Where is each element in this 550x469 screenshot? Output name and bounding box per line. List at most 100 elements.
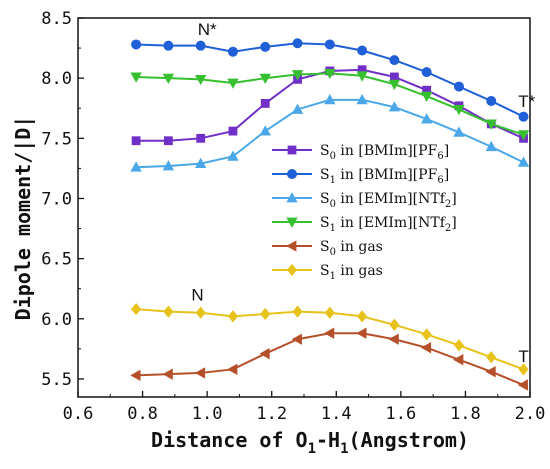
data-point-triangle-left <box>286 240 297 252</box>
curve-annotation: N <box>191 286 203 305</box>
data-point-triangle-down <box>259 73 271 84</box>
data-point-diamond <box>286 263 298 277</box>
data-point-triangle-down <box>162 73 175 84</box>
curve-annotation: N* <box>198 20 217 39</box>
data-point-circle <box>389 55 400 66</box>
x-tick-label: 1.0 <box>192 404 223 424</box>
x-axis-label-sub1: 1 <box>308 441 316 457</box>
data-point-triangle-down <box>517 130 530 141</box>
annotation-layer: N* T* N T <box>191 20 535 366</box>
data-point-diamond <box>227 310 238 323</box>
data-point-triangle-up <box>356 93 368 105</box>
legend-item: S0 in gas <box>272 239 383 258</box>
data-point-diamond <box>260 307 271 321</box>
series-4 <box>130 327 528 391</box>
series-3 <box>130 68 530 141</box>
series-line <box>136 332 524 386</box>
data-point-diamond <box>518 363 529 376</box>
data-point-triangle-up <box>324 93 336 105</box>
y-tick-label: 8.0 <box>41 69 72 89</box>
legend-label: S1 in [EMIm][NTf2] <box>320 215 457 234</box>
y-tick-label: 6.0 <box>41 310 72 330</box>
x-axis-label: Distance of O1-H1(Angstrom) <box>151 428 469 457</box>
data-point-diamond <box>131 303 142 316</box>
legend-label: S1 in [BMIm][PF6] <box>320 167 449 186</box>
data-point-triangle-up <box>286 192 298 203</box>
data-point-triangle-up <box>259 125 271 136</box>
legend-item: S1 in [EMIm][NTf2] <box>272 215 457 234</box>
data-point-triangle-left <box>517 379 528 391</box>
x-tick-label: 1.8 <box>450 404 481 424</box>
series-5 <box>131 303 529 376</box>
data-point-triangle-up <box>162 160 175 171</box>
data-point-triangle-down <box>356 71 368 82</box>
data-point-square <box>287 145 297 155</box>
data-point-triangle-left <box>162 368 173 380</box>
data-point-triangle-up <box>453 126 465 137</box>
data-point-diamond <box>421 328 432 341</box>
legend-item: S0 in [BMIm][PF6] <box>272 143 449 162</box>
data-point-triangle-left <box>388 333 399 345</box>
data-point-triangle-down <box>195 74 207 86</box>
data-point-triangle-down <box>324 68 336 80</box>
data-point-triangle-up <box>517 156 530 167</box>
data-point-circle <box>195 40 206 51</box>
data-point-triangle-down <box>291 70 304 81</box>
y-tick-label: 6.5 <box>41 250 72 270</box>
y-tick-label: 8.5 <box>41 9 72 29</box>
data-point-square <box>260 99 270 108</box>
data-point-diamond <box>486 351 497 364</box>
data-point-circle <box>421 67 432 78</box>
y-tick-label: 7.5 <box>41 129 72 149</box>
data-point-square <box>196 133 206 143</box>
series-line <box>136 68 524 142</box>
x-tick-label: 0.8 <box>127 404 158 424</box>
data-point-triangle-up <box>291 103 304 114</box>
series-layer <box>130 38 530 391</box>
data-point-circle <box>260 41 271 52</box>
x-axis-label-sub2: 1 <box>340 441 348 457</box>
data-point-triangle-down <box>453 105 465 116</box>
data-point-circle <box>131 39 142 50</box>
data-point-triangle-down <box>227 78 239 89</box>
x-axis-label-main: Distance of O <box>151 428 308 452</box>
data-point-square <box>228 126 238 136</box>
y-tick-label: 5.5 <box>41 370 72 390</box>
data-point-triangle-left <box>356 327 367 339</box>
data-point-circle <box>227 46 238 57</box>
x-axis-label-tail: (Angstrom) <box>349 428 469 452</box>
legend-label: S0 in [EMIm][NTf2] <box>320 191 457 210</box>
legend-item: S0 in [EMIm][NTf2] <box>272 191 457 210</box>
curve-annotation: T <box>518 347 528 366</box>
x-tick-label: 1.2 <box>256 404 287 424</box>
data-point-triangle-left <box>227 363 238 376</box>
data-point-circle <box>486 96 497 107</box>
data-point-circle <box>357 45 368 56</box>
legend: S0 in [BMIm][PF6] S1 in [BMIm][PF6] S0 in … <box>272 143 457 282</box>
x-tick-label: 1.6 <box>385 404 416 424</box>
data-point-triangle-up <box>421 113 433 124</box>
data-point-triangle-left <box>291 333 302 345</box>
legend-label: S1 in gas <box>320 263 383 282</box>
series-2 <box>130 93 530 172</box>
y-axis-label: Dipole moment/|D| <box>11 116 35 321</box>
legend-label: S0 in gas <box>320 239 383 258</box>
legend-item: S1 in gas <box>272 263 383 282</box>
data-point-triangle-left <box>420 341 432 354</box>
data-point-circle <box>292 38 303 49</box>
data-point-triangle-up <box>388 101 401 112</box>
data-point-diamond <box>292 305 303 318</box>
data-point-triangle-left <box>324 327 335 339</box>
data-point-triangle-left <box>194 367 206 379</box>
data-point-diamond <box>357 310 368 323</box>
data-point-diamond <box>389 318 400 331</box>
data-point-square <box>389 72 399 82</box>
data-point-triangle-left <box>130 369 141 382</box>
data-point-triangle-down <box>388 79 401 90</box>
data-point-circle <box>163 40 174 51</box>
data-point-triangle-down <box>130 72 142 83</box>
curve-annotation: T* <box>518 92 535 111</box>
data-point-triangle-up <box>195 157 207 168</box>
data-point-triangle-down <box>485 119 497 130</box>
data-point-square <box>131 136 141 146</box>
